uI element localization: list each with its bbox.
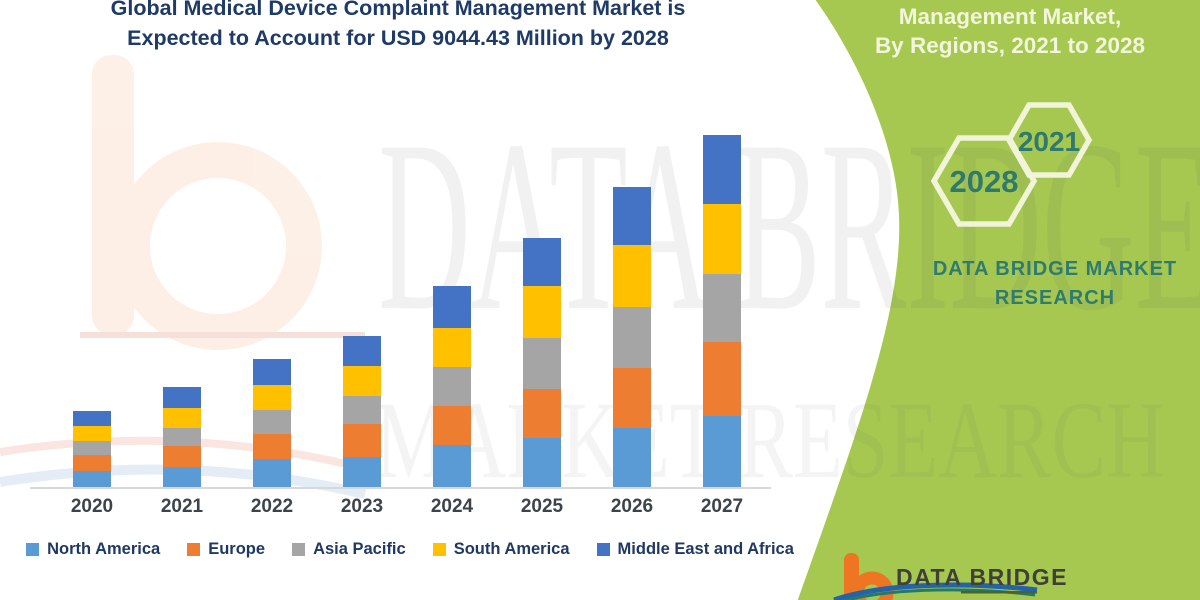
bar-segment-2025-south-america xyxy=(523,286,561,338)
bar-group-2024 xyxy=(433,286,471,488)
footer-brand-underline xyxy=(961,591,1037,594)
bar-segment-2022-asia-pacific xyxy=(253,410,291,434)
legend-swatch-icon xyxy=(26,543,40,556)
bar-segment-2027-north-america xyxy=(703,416,741,488)
legend-swatch-icon xyxy=(187,543,201,556)
bar-segment-2024-europe xyxy=(433,406,471,445)
bar-segment-2020-north-america xyxy=(73,471,111,488)
x-axis-label-2021: 2021 xyxy=(160,496,204,517)
bar-segment-2020-europe xyxy=(73,455,111,471)
hexagon-2028-label: 2028 xyxy=(950,164,1019,199)
bar-segment-2025-europe xyxy=(523,389,561,438)
legend-item-asia-pacific: Asia Pacific xyxy=(292,540,406,559)
legend: North America Europe Asia Pacific South Ame… xyxy=(26,540,794,559)
page-title-line1: Global Medical Device Complaint Manageme… xyxy=(110,0,686,20)
legend-item-europe: Europe xyxy=(187,540,265,559)
x-axis-label-2020: 2020 xyxy=(70,496,114,517)
legend-swatch-icon xyxy=(292,543,306,556)
bar-segment-2023-north-america xyxy=(343,457,381,488)
bar-segment-2022-middle-east-and-africa xyxy=(253,359,291,385)
stacked-bar-chart xyxy=(30,0,802,489)
x-axis-label-2024: 2024 xyxy=(430,496,474,517)
brand-name-line2: RESEARCH xyxy=(994,287,1116,309)
bar-segment-2024-asia-pacific xyxy=(433,367,471,406)
x-axis-labels: 2020 2021 2022 2023 2024 2025 2026 2027 xyxy=(30,496,802,522)
footer-brand-text: DATA BRIDGE xyxy=(896,564,1068,590)
hexagon-2021-icon: 2021 xyxy=(1005,102,1093,178)
brand-name-text: DATA BRIDGE MARKET RESEARCH xyxy=(930,255,1180,313)
bar-group-2021 xyxy=(163,387,201,488)
watermark-line2: MARKET RESEARCH xyxy=(375,379,1165,501)
x-axis-line xyxy=(30,487,771,489)
bar-segment-2025-asia-pacific xyxy=(523,338,561,389)
x-axis-label-2026: 2026 xyxy=(610,496,654,517)
bar-segment-2023-asia-pacific xyxy=(343,396,381,424)
bar-segment-2026-middle-east-and-africa xyxy=(613,187,651,245)
side-panel-heading-line2: By Regions, 2021 to 2028 xyxy=(874,33,1146,58)
bar-segment-2026-north-america xyxy=(613,428,651,488)
bar-segment-2027-middle-east-and-africa xyxy=(703,135,741,204)
legend-swatch-icon xyxy=(596,543,610,556)
legend-label: Middle East and Africa xyxy=(617,540,794,558)
hexagon-2028-icon: 2028 xyxy=(930,135,1038,227)
watermark-line1: DATA BRIDGE xyxy=(378,90,1200,361)
page-title: Global Medical Device Complaint Manageme… xyxy=(40,0,756,53)
x-axis-label-2023: 2023 xyxy=(340,496,384,517)
bar-segment-2022-south-america xyxy=(253,385,291,410)
bar-group-2026 xyxy=(613,187,651,488)
bar-segment-2021-south-america xyxy=(163,408,201,428)
bar-segment-2023-middle-east-and-africa xyxy=(343,336,381,366)
ghost-logo-icon xyxy=(0,55,367,499)
legend-label: North America xyxy=(47,540,161,558)
bar-segment-2022-north-america xyxy=(253,459,291,488)
bar-segment-2020-middle-east-and-africa xyxy=(73,411,111,426)
bar-segment-2026-asia-pacific xyxy=(613,307,651,368)
bar-segment-2020-south-america xyxy=(73,426,111,441)
x-axis-label-2022: 2022 xyxy=(250,496,294,517)
legend-label: Europe xyxy=(208,540,266,558)
side-panel-heading: Management Market, By Regions, 2021 to 2… xyxy=(860,2,1160,60)
bar-segment-2026-south-america xyxy=(613,245,651,307)
footer-logo: DATA BRIDGE xyxy=(833,553,1068,600)
bar-group-2025 xyxy=(523,238,561,488)
legend-item-south-america: South America xyxy=(432,540,570,559)
green-panel xyxy=(797,0,1200,600)
legend-item-middle-east-and-africa: Middle East and Africa xyxy=(596,540,794,559)
legend-label: South America xyxy=(453,540,570,558)
bar-segment-2021-middle-east-and-africa xyxy=(163,387,201,408)
page-title-line2: Expected to Account for USD 9044.43 Mill… xyxy=(127,26,669,50)
legend-swatch-icon xyxy=(432,543,446,556)
bar-segment-2027-south-america xyxy=(703,204,741,274)
legend-item-north-america: North America xyxy=(26,540,160,559)
bar-group-2027 xyxy=(703,135,741,488)
bar-segment-2027-asia-pacific xyxy=(703,274,741,342)
bar-segment-2024-middle-east-and-africa xyxy=(433,286,471,328)
bar-segment-2025-middle-east-and-africa xyxy=(523,238,561,286)
bar-segment-2020-asia-pacific xyxy=(73,441,111,455)
legend-label: Asia Pacific xyxy=(313,540,406,558)
bar-segment-2024-north-america xyxy=(433,445,471,488)
bar-segment-2025-north-america xyxy=(523,438,561,488)
bar-segment-2024-south-america xyxy=(433,328,471,367)
side-panel-heading-line1: Management Market, xyxy=(898,4,1122,29)
x-axis-label-2025: 2025 xyxy=(520,496,564,517)
bar-group-2023 xyxy=(343,336,381,488)
bar-group-2020 xyxy=(73,411,111,488)
bar-segment-2021-north-america xyxy=(163,467,201,488)
bar-segment-2021-europe xyxy=(163,446,201,467)
bar-segment-2021-asia-pacific xyxy=(163,428,201,446)
x-axis-label-2027: 2027 xyxy=(700,496,744,517)
hexagon-2021-label: 2021 xyxy=(1018,126,1080,157)
bar-segment-2027-europe xyxy=(703,342,741,416)
bar-segment-2026-europe xyxy=(613,368,651,428)
brand-name-line1: DATA BRIDGE MARKET xyxy=(932,258,1178,280)
bar-group-2022 xyxy=(253,359,291,488)
bar-segment-2023-south-america xyxy=(343,366,381,396)
bar-segment-2022-europe xyxy=(253,434,291,459)
bar-segment-2023-europe xyxy=(343,424,381,457)
